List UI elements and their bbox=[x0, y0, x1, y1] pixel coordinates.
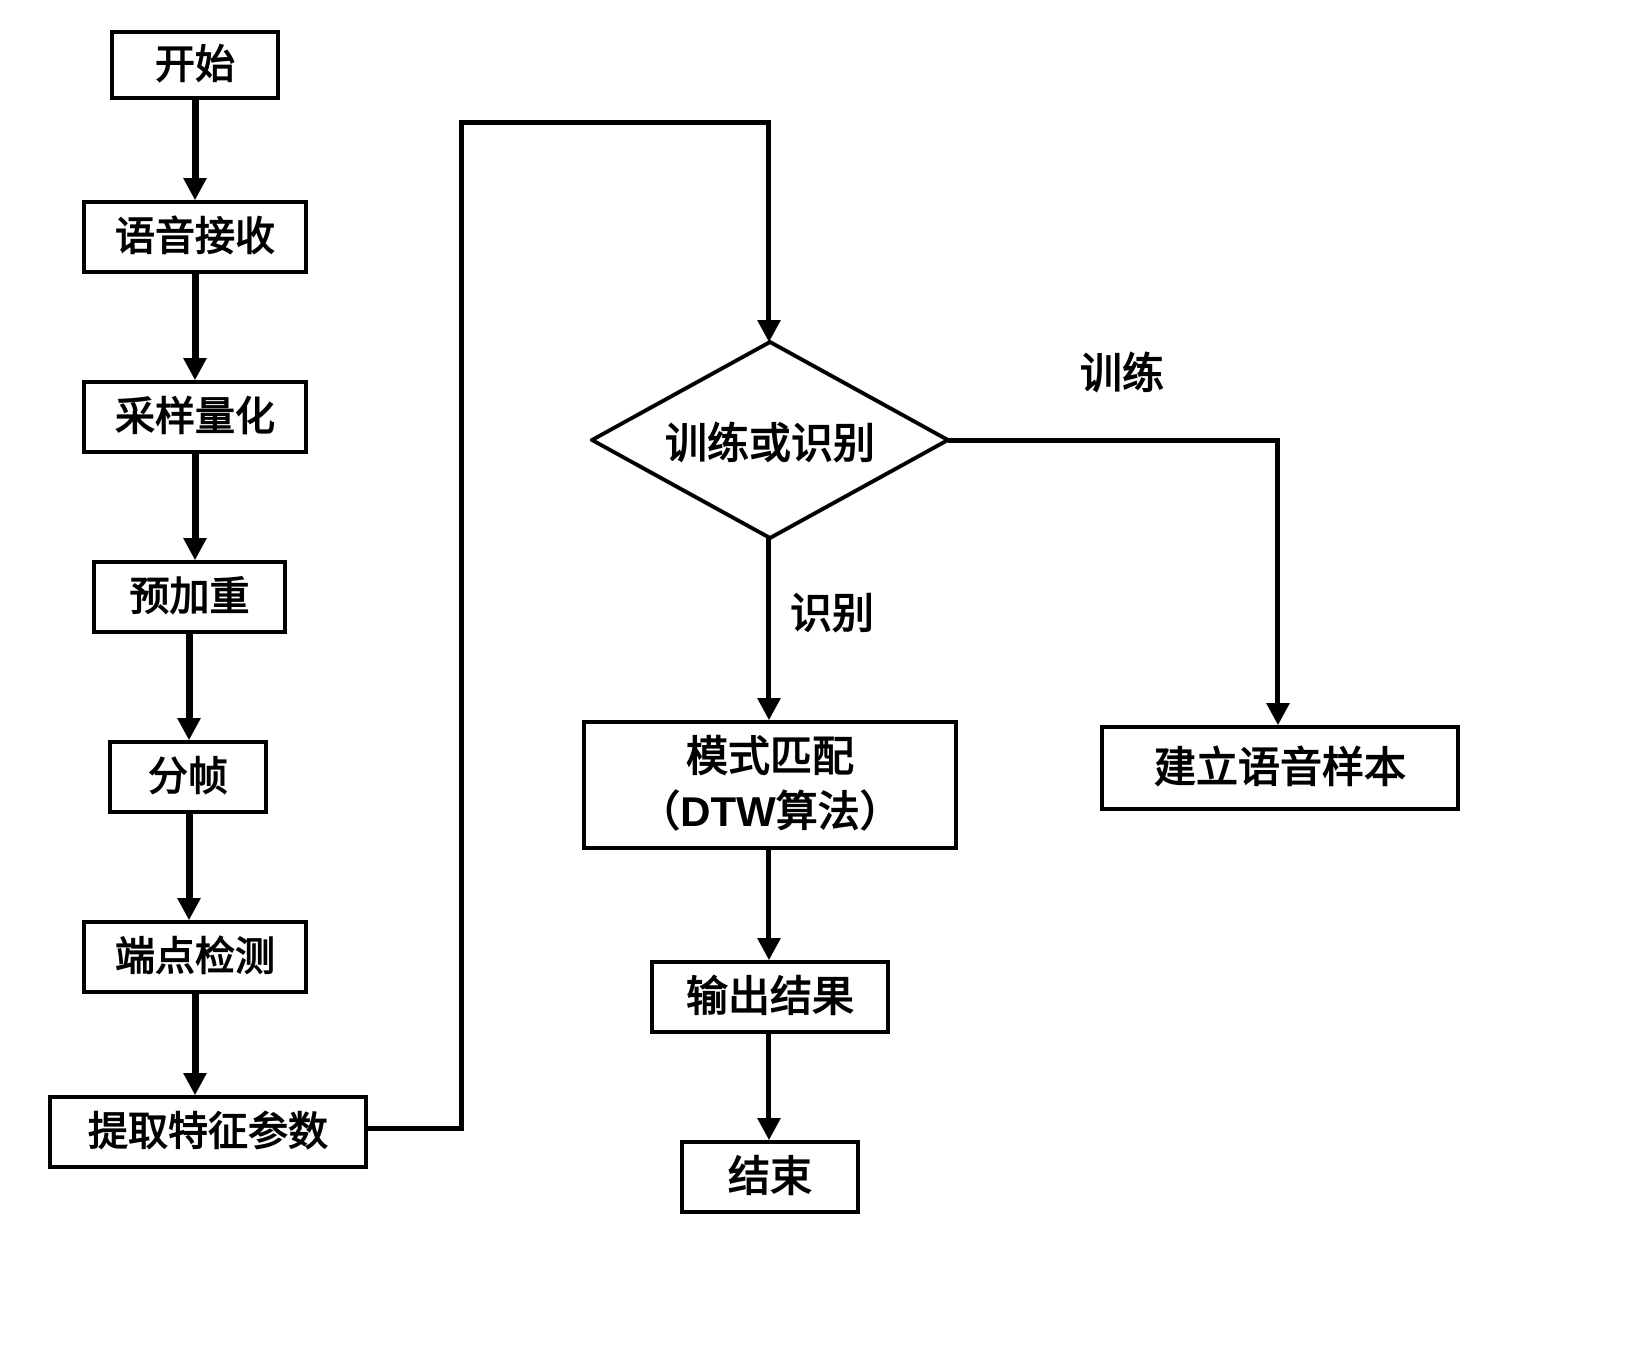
arrow-down-icon bbox=[183, 178, 207, 200]
arrow-down-icon bbox=[757, 938, 781, 960]
endpoint-node: 端点检测 bbox=[82, 920, 308, 994]
extract-node: 提取特征参数 bbox=[48, 1095, 368, 1169]
arrow-down-icon bbox=[757, 698, 781, 720]
connector-line bbox=[948, 438, 1280, 443]
build-sample-label: 建立语音样本 bbox=[1154, 741, 1406, 796]
sampling-node: 采样量化 bbox=[82, 380, 308, 454]
preemphasis-node: 预加重 bbox=[92, 560, 287, 634]
arrow-line bbox=[192, 274, 199, 358]
build-sample-node: 建立语音样本 bbox=[1100, 725, 1460, 811]
endpoint-label: 端点检测 bbox=[115, 931, 275, 983]
start-node: 开始 bbox=[110, 30, 280, 100]
arrow-line bbox=[192, 100, 199, 178]
arrow-line bbox=[766, 538, 771, 698]
recognize-edge-label: 识别 bbox=[790, 580, 874, 641]
output-label: 输出结果 bbox=[686, 970, 854, 1025]
arrow-line bbox=[192, 454, 199, 538]
pattern-match-node: 模式匹配 （DTW算法） bbox=[582, 720, 958, 850]
arrow-line bbox=[186, 814, 193, 898]
sampling-label: 采样量化 bbox=[115, 391, 275, 443]
arrow-down-icon bbox=[177, 898, 201, 920]
pattern-match-label-2: （DTW算法） bbox=[638, 785, 902, 840]
connector-line bbox=[766, 120, 771, 320]
arrow-down-icon bbox=[183, 538, 207, 560]
framing-label: 分帧 bbox=[148, 751, 228, 803]
decision-label: 训练或识别 bbox=[665, 410, 875, 471]
preemphasis-label: 预加重 bbox=[130, 571, 250, 623]
start-label: 开始 bbox=[155, 39, 235, 91]
arrow-down-icon bbox=[757, 1118, 781, 1140]
end-node: 结束 bbox=[680, 1140, 860, 1214]
arrow-line bbox=[186, 634, 193, 718]
arrow-down-icon bbox=[183, 1073, 207, 1095]
train-edge-label: 训练 bbox=[1080, 340, 1164, 401]
arrow-line bbox=[766, 1034, 771, 1118]
decision-diamond: 训练或识别 bbox=[590, 340, 950, 540]
arrow-down-icon bbox=[183, 358, 207, 380]
arrow-down-icon bbox=[757, 320, 781, 342]
framing-node: 分帧 bbox=[108, 740, 268, 814]
connector-line bbox=[368, 1126, 464, 1131]
voice-receive-label: 语音接收 bbox=[115, 211, 275, 263]
arrow-line bbox=[766, 850, 771, 938]
end-label: 结束 bbox=[728, 1150, 812, 1205]
arrow-line bbox=[192, 994, 199, 1073]
arrow-down-icon bbox=[1266, 703, 1290, 725]
connector-line bbox=[459, 120, 769, 125]
extract-label: 提取特征参数 bbox=[88, 1106, 328, 1158]
pattern-match-label-1: 模式匹配 bbox=[686, 730, 854, 785]
voice-receive-node: 语音接收 bbox=[82, 200, 308, 274]
arrow-down-icon bbox=[177, 718, 201, 740]
connector-line bbox=[459, 120, 464, 1131]
output-node: 输出结果 bbox=[650, 960, 890, 1034]
connector-line bbox=[1275, 438, 1280, 703]
